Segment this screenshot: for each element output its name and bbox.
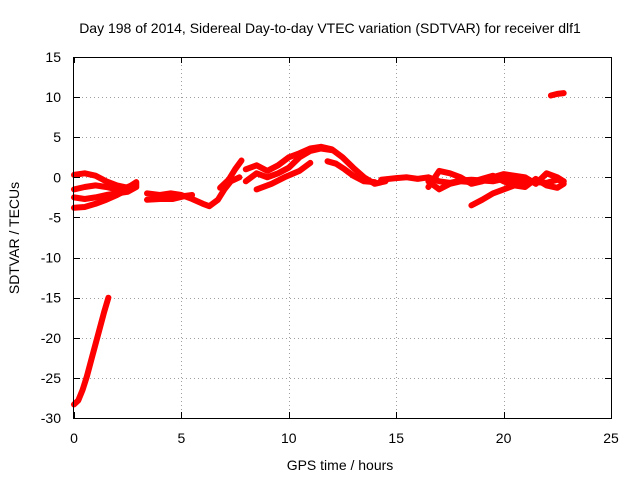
x-axis-label: GPS time / hours [287, 457, 394, 473]
y-tick-label: 15 [45, 49, 61, 65]
y-tick-label: -30 [41, 410, 61, 426]
x-tick-label: 10 [281, 430, 297, 446]
series-arc-j [253, 159, 314, 193]
series-arc-d [71, 182, 140, 211]
grid [74, 57, 611, 418]
series-arc-k [324, 158, 378, 186]
series-arc-e [144, 174, 243, 210]
x-tick-label: 20 [496, 430, 512, 446]
x-tick-label: 5 [178, 430, 186, 446]
series-arc-steep-rise [71, 294, 112, 408]
x-tick-label: 15 [388, 430, 404, 446]
axis-ticks: 0 5 10 15 20 25 -30 -25 -20 -15 -10 -5 0 5 10 15 [41, 49, 619, 446]
y-tick-label: -25 [41, 370, 61, 386]
series-arc-f [144, 192, 196, 203]
y-tick-label: 5 [53, 129, 61, 145]
y-tick-label: 10 [45, 89, 61, 105]
plot-frame [73, 57, 612, 419]
x-tick-label: 0 [70, 430, 78, 446]
y-tick-label: -10 [41, 250, 61, 266]
x-tick-label: 25 [603, 430, 619, 446]
series-arc-n [425, 172, 567, 193]
series-arc-g [217, 157, 245, 191]
y-tick-label: -5 [49, 209, 62, 225]
series-arc-i [242, 143, 389, 187]
series-arc-p [547, 90, 567, 99]
y-tick-label: -20 [41, 330, 61, 346]
data-series [71, 90, 567, 408]
y-tick-label: 0 [53, 169, 61, 185]
series-arc-o [468, 180, 529, 209]
chart-title: Day 198 of 2014, Sidereal Day-to-day VTE… [79, 20, 581, 36]
y-tick-label: -15 [41, 290, 61, 306]
y-axis-label: SDTVAR / TECUs [6, 182, 22, 294]
